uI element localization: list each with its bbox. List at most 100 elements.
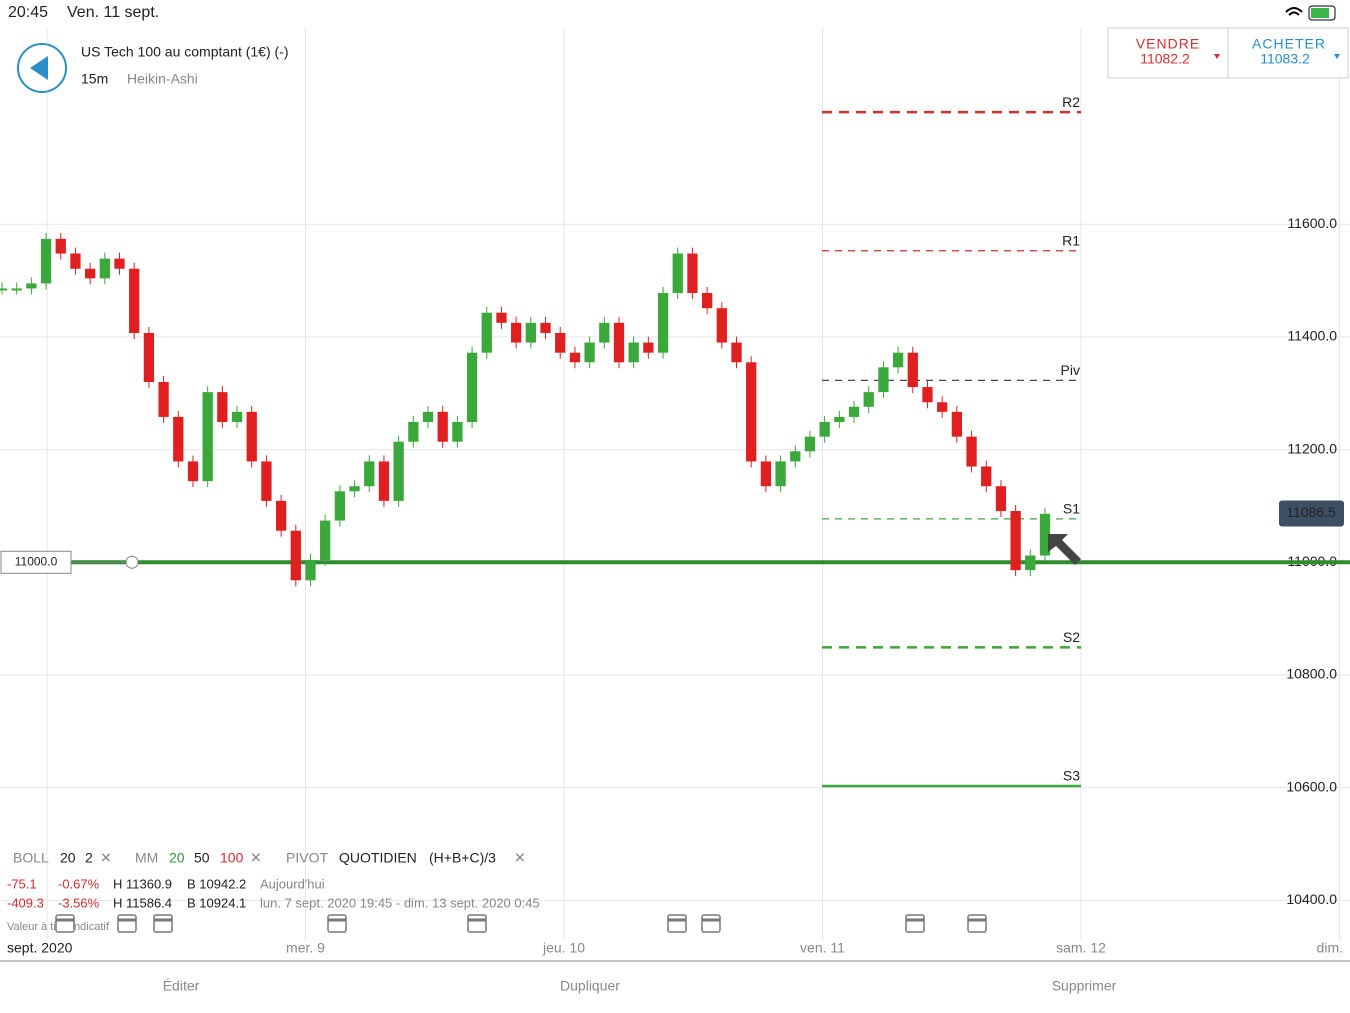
candle-body [187,461,199,482]
stat-change: -409.3 [7,895,44,910]
candle-body [349,486,360,492]
candle-body [907,352,918,388]
candle-body [408,421,419,442]
calendar-icon [327,914,347,933]
candle-body [378,461,390,501]
candle-body [937,402,948,412]
candle-body [231,411,243,422]
stat-low: B 10942.2 [187,876,246,891]
candle-body [555,332,566,353]
event-marker[interactable] [667,914,687,933]
event-marker[interactable] [55,914,75,933]
interval[interactable]: 15m [81,71,108,87]
stat-period: Aujourd'hui [260,876,325,891]
stat-low: B 10924.1 [187,895,246,910]
buy-price[interactable]: 11083.2 [1260,51,1310,67]
stat-pct: -0.67% [58,876,100,891]
buy-button[interactable]: ACHETER 11083.2 [1252,36,1340,67]
candle-body [422,411,434,422]
candle-body [55,238,66,254]
y-tick-label: 10400.0 [1286,891,1337,907]
candle-body [466,352,478,422]
candle-body [687,253,698,293]
last-price-label: 11086.5 [1286,504,1336,520]
candle-body [217,392,228,422]
candle-body [305,560,316,581]
candle-body [863,392,874,407]
candle-body [892,352,904,368]
calendar-icon [905,914,925,933]
pivot-label: R2 [1062,94,1080,110]
y-tick-label: 10800.0 [1286,666,1337,682]
cursor-arrow [1048,534,1081,565]
candle-body [496,312,507,323]
chart-style[interactable]: Heikin-Ashi [127,71,198,87]
stat-pct: -3.56% [58,895,100,910]
event-marker[interactable] [153,914,173,933]
candle-body [804,436,816,452]
candle-body [173,416,184,462]
event-marker[interactable] [905,914,925,933]
boll-dev: 2 [85,850,93,866]
pivot-formula: (H+B+C)/3 [429,850,496,866]
candle-body [99,258,110,279]
candle-body [672,253,683,293]
calendar-icon [467,914,487,933]
candle-body [114,258,125,269]
duplicate-button[interactable]: Dupliquer [560,978,620,994]
mm-remove[interactable]: ✕ [250,850,262,866]
candle-body [981,466,992,487]
sell-label[interactable]: VENDRE [1136,36,1200,52]
candle-body [1039,513,1051,556]
boll-remove[interactable]: ✕ [100,850,112,866]
buy-label[interactable]: ACHETER [1252,36,1326,52]
candle-body [599,322,610,343]
candle-body [775,461,786,487]
calendar-icon [701,914,721,933]
candle-body [437,411,448,442]
mm-p3: 100 [220,850,244,866]
stat-high: H 11360.9 [113,876,172,891]
candle-body [584,342,595,363]
candle-body [613,322,625,363]
candle-body [40,238,52,284]
candle-body [158,381,169,417]
alert-label: 11000.0 [15,554,58,568]
event-marker[interactable] [701,914,721,933]
candle-body [731,342,742,363]
candle-body [540,322,551,333]
candle-body [275,500,287,531]
x-tick-label: sam. 12 [1056,940,1106,956]
event-marker[interactable] [467,914,487,933]
candle-body [701,292,713,309]
sell-price[interactable]: 11082.2 [1140,51,1190,67]
pivot-remove[interactable]: ✕ [514,850,526,866]
x-tick-label: mer. 9 [286,940,325,956]
candle-body [628,342,639,363]
sell-button[interactable]: VENDRE 11082.2 [1136,36,1220,67]
event-marker[interactable] [117,914,137,933]
delete-button[interactable]: Supprimer [1052,978,1117,994]
x-tick-label: jeu. 10 [542,940,585,956]
candle-body [129,268,140,333]
event-marker[interactable] [327,914,347,933]
alert-handle [125,555,139,569]
candle-body [878,367,889,393]
edit-button[interactable]: Éditer [163,978,200,994]
candle-body [246,411,257,462]
last-price-tag [1279,500,1344,527]
candle-body [657,292,669,353]
candle-body [481,312,492,353]
calendar-icon [153,914,173,933]
pivot-label: R1 [1062,232,1080,248]
event-marker[interactable] [967,914,987,933]
x-tick-label: dim. [1317,940,1343,956]
y-tick-label: 11200.0 [1287,440,1337,456]
candle-body [143,332,155,382]
candle-body [995,486,1007,512]
pivot-label: S1 [1063,501,1080,517]
calendar-icon [667,914,687,933]
candle-body [760,461,772,487]
